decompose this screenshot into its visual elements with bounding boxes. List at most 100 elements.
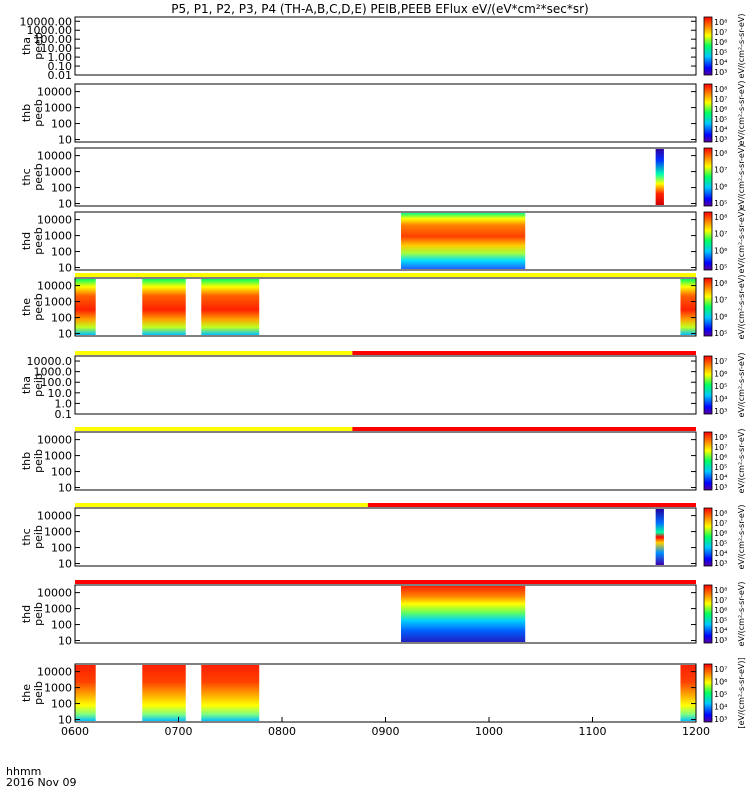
y-tick-label: 1000.00 xyxy=(27,24,73,37)
plot-title: P5, P1, P2, P3, P4 (TH-A,B,C,D,E) PEIB,P… xyxy=(171,2,589,16)
x-tick-label: 0700 xyxy=(165,725,193,738)
x-tick-label: 1100 xyxy=(579,725,607,738)
colorbar-tick-label: 10⁴ xyxy=(714,395,727,404)
colorbar-tick-label: 10⁸ xyxy=(714,213,727,222)
colorbar-tick-label: 10⁶ xyxy=(714,453,727,462)
mode-bar-segment xyxy=(75,427,353,431)
colorbar-tick-label: 10⁷ xyxy=(714,665,727,674)
colorbar-title: eV/(cm²-s-sr-eV) xyxy=(737,14,746,79)
colorbar-tick-label: 10⁵ xyxy=(714,199,727,208)
panel-label-product: peib xyxy=(32,681,45,705)
colorbar-tick-label: 10⁷ xyxy=(714,28,727,37)
colorbar-tick-label: 10⁵ xyxy=(714,263,727,272)
panel-frame xyxy=(74,507,697,567)
y-tick-label: 10 xyxy=(58,134,72,147)
colorbar-tick-label: 10⁴ xyxy=(714,58,727,67)
colorbar xyxy=(703,584,713,644)
colorbar-tick-label: 10⁸ xyxy=(714,149,727,158)
panel-label-product: peib xyxy=(32,449,45,473)
x-tick-label: 1200 xyxy=(682,725,710,738)
y-tick-label: 1000 xyxy=(44,230,72,243)
colorbar-tick-label: 10⁷ xyxy=(714,596,727,605)
colorbar xyxy=(703,355,713,415)
y-tick-label: 1000 xyxy=(44,682,72,695)
panel-label-product: peeb xyxy=(32,293,45,321)
colorbar-tick-label: 10⁵ xyxy=(714,616,727,625)
colorbar-tick-label: 10⁴ xyxy=(714,473,727,482)
colorbar-tick-label: 10⁴ xyxy=(714,125,727,134)
y-tick-label: 10 xyxy=(58,198,72,211)
panel-label-probe: the xyxy=(20,684,33,702)
colorbar-tick-label: 10³ xyxy=(714,407,727,416)
spectrogram-block xyxy=(142,279,186,335)
y-tick-label: 1000 xyxy=(44,526,72,539)
spectrogram-block xyxy=(201,279,260,335)
y-tick-label: 10.0 xyxy=(48,387,73,400)
colorbar-tick-label: 10⁶ xyxy=(714,312,727,321)
colorbar-title: eV/(cm²-s-sr-eV) xyxy=(737,505,746,570)
y-tick-label: 10000 xyxy=(37,666,72,679)
colorbar-tick-label: 10⁶ xyxy=(714,678,727,687)
spectrogram-block xyxy=(401,213,526,269)
spectrogram-block xyxy=(680,279,696,335)
colorbar-tick-label: 10³ xyxy=(714,636,727,645)
y-tick-label: 1.0 xyxy=(55,397,73,410)
panel-label-product: peeb xyxy=(32,227,45,255)
y-tick-label: 10000 xyxy=(37,434,72,447)
y-tick-label: 100.0 xyxy=(41,376,73,389)
colorbar-tick-label: 10⁴ xyxy=(714,703,727,712)
panel-frame xyxy=(74,277,697,337)
spectrogram-block xyxy=(655,149,664,205)
y-tick-label: 10 xyxy=(58,262,72,275)
y-tick-label: 1.00 xyxy=(48,51,73,64)
x-tick-label: 0800 xyxy=(268,725,296,738)
y-tick-label: 10000 xyxy=(37,587,72,600)
spectrogram-block xyxy=(75,665,96,721)
spectrogram-block xyxy=(75,279,96,335)
colorbar-tick-label: 10⁵ xyxy=(714,690,727,699)
colorbar-tick-label: 10⁵ xyxy=(714,539,727,548)
spectrogram-block xyxy=(142,665,186,721)
y-tick-label: 100 xyxy=(51,466,72,479)
panel-label-product: peeb xyxy=(32,32,45,60)
panel-the-peeb: 10000 1000 100 10 the peeb 10⁸ 10⁷ 10⁶ 10⁵ eV/(cm²… xyxy=(20,273,746,341)
colorbar-tick-label: 10⁷ xyxy=(714,230,727,239)
y-tick-label: 100 xyxy=(51,118,72,131)
spectrogram-block xyxy=(655,509,664,565)
colorbar-tick-label: 10⁷ xyxy=(714,166,727,175)
y-tick-label: 10000.0 xyxy=(27,355,73,368)
panel-label-product: peeb xyxy=(32,163,45,191)
panel-frame xyxy=(74,584,697,644)
colorbar-title: [eV/(cm²-s-sr-eV)] xyxy=(737,657,746,728)
panel-frame xyxy=(74,355,697,415)
y-tick-label: 100 xyxy=(51,246,72,259)
y-tick-label: 10000 xyxy=(37,214,72,227)
panel-label-product: peib xyxy=(32,373,45,397)
mode-bar-segment xyxy=(75,580,696,584)
y-tick-label: 100 xyxy=(51,542,72,555)
panel-label-product: peib xyxy=(32,602,45,626)
y-tick-label: 100 xyxy=(51,698,72,711)
colorbar-tick-label: 10⁴ xyxy=(714,626,727,635)
x-tick-label: 0900 xyxy=(372,725,400,738)
colorbar-tick-label: 10⁵ xyxy=(714,115,727,124)
colorbar xyxy=(703,147,713,207)
y-tick-label: 1000.0 xyxy=(34,366,73,379)
colorbar-tick-label: 10⁶ xyxy=(714,370,727,379)
panel-the-peib: 10000 1000 100 10 the peib 10⁷ 10⁶ 10⁵ 10⁴ 10³ [eV/… xyxy=(20,657,746,728)
mode-bar-segment xyxy=(352,427,696,431)
colorbar-title: eV/(cm²-s-sr-eV) xyxy=(737,582,746,647)
panel-label-probe: thb xyxy=(20,452,33,470)
y-tick-label: 0.10 xyxy=(48,60,73,73)
colorbar xyxy=(703,16,713,76)
x-axis-date: 2016 Nov 09 xyxy=(6,776,77,789)
colorbar-tick-label: 10⁷ xyxy=(714,519,727,528)
colorbar-title: eV/(cm²-s-sr-eV) xyxy=(737,145,746,210)
colorbar-title: eV/(cm²-s-sr-eV) xyxy=(737,81,746,146)
colorbar-tick-label: 10⁸ xyxy=(714,586,727,595)
y-tick-label: 100 xyxy=(51,312,72,325)
